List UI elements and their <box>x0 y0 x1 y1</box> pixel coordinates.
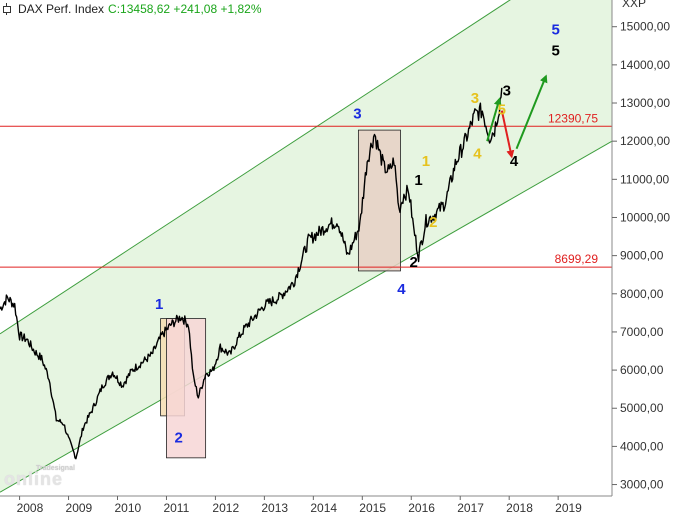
y-tick-label: 12000,00 <box>620 134 670 148</box>
y-tick-label: 14000,00 <box>620 58 670 72</box>
wave-label-yellow-2: 2 <box>429 214 437 231</box>
y-tick-label: 13000,00 <box>620 96 670 110</box>
wave-label-black-3: 3 <box>503 82 511 99</box>
x-tick-label: 2018 <box>506 501 533 514</box>
y-tick-label: 10000,00 <box>620 210 670 224</box>
resistance-label-1: 12390,75 <box>548 111 598 125</box>
wave-label-blue-2: 2 <box>175 430 183 447</box>
index-name: DAX Perf. Index <box>18 2 105 16</box>
wave-label-black-1: 1 <box>414 172 422 189</box>
price-line <box>0 87 503 460</box>
channel-fill <box>0 0 612 493</box>
correction-box-3 <box>357 129 401 272</box>
y-tick-label: 7000,00 <box>620 325 664 339</box>
projection-arrow-3 <box>515 74 548 150</box>
wave-label-yellow-1: 1 <box>422 153 430 170</box>
x-tick-label: 2010 <box>115 501 142 514</box>
wave-label-black-5: 5 <box>552 42 560 59</box>
wave-label-blue-3: 3 <box>353 105 361 122</box>
wave-label-yellow-4: 4 <box>473 145 482 162</box>
y-tick-label: 11000,00 <box>620 172 669 186</box>
projection-arrows <box>486 74 548 159</box>
projection-arrow-1 <box>486 97 502 142</box>
wave-label-black-4: 4 <box>510 153 519 170</box>
wave-label-blue-5: 5 <box>552 21 560 38</box>
channel-lower-line <box>0 140 613 493</box>
resistance-lines: 12390,75 8699,29 <box>0 111 612 268</box>
x-tick-label: 2017 <box>457 501 484 514</box>
resistance-label-2: 8699,29 <box>555 252 599 266</box>
x-tick-label: 2012 <box>212 501 239 514</box>
y-tick-label: 15000,00 <box>620 20 670 34</box>
axes: 3000,00 4000,00 5000,00 6000,00 7000,00 8000,… <box>0 0 670 514</box>
wave-label-black-2: 2 <box>410 254 418 271</box>
price-series <box>0 87 503 460</box>
y-tick-label: 4000,00 <box>620 439 664 453</box>
y-tick-label: 6000,00 <box>620 363 664 377</box>
x-tick-label: 2011 <box>163 501 189 514</box>
candlestick-icon <box>2 3 12 15</box>
x-tick-label: 2008 <box>17 501 44 514</box>
x-tick-label: 2015 <box>359 501 386 514</box>
wave-label-yellow-3: 3 <box>471 90 479 107</box>
y-tick-label: 3000,00 <box>620 478 664 492</box>
x-tick-label: 2013 <box>261 501 288 514</box>
wave-label-blue-4: 4 <box>397 281 406 298</box>
quote-summary: C:13458,62 +241,08 +1,82% <box>108 2 262 16</box>
y-tick-label: 8000,00 <box>620 287 664 301</box>
projection-arrow-2 <box>500 110 515 159</box>
y-tick-label: 5000,00 <box>620 401 664 415</box>
trend-channel <box>0 0 613 493</box>
x-tick-label: 2014 <box>310 501 337 514</box>
x-tick-label: 2019 <box>555 501 582 514</box>
axis-corner-label: XXP <box>622 0 646 10</box>
x-tick-label: 2016 <box>408 501 435 514</box>
y-tick-label: 9000,00 <box>620 249 664 263</box>
correction-box-2 <box>166 318 207 459</box>
correction-boxes <box>160 129 401 459</box>
chart-header: DAX Perf. Index C:13458,62 +241,08 +1,82… <box>0 0 262 18</box>
x-tick-label: 2009 <box>66 501 93 514</box>
wave-labels: 1 2 3 4 5 1 2 3 4 5 1 2 3 4 5 <box>155 21 560 446</box>
wave-label-yellow-5: 5 <box>498 101 506 118</box>
wave-label-blue-1: 1 <box>155 296 163 313</box>
